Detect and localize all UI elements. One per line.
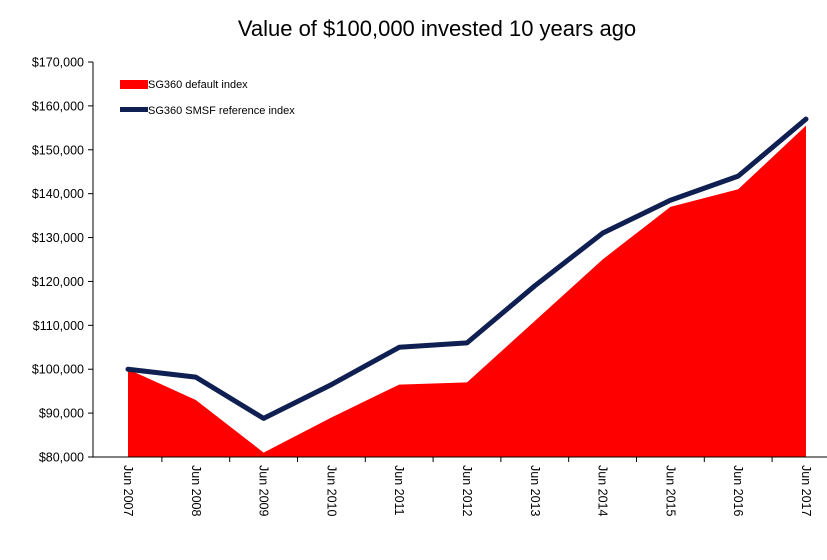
x-tick-label: Jun 2009 xyxy=(257,465,271,516)
legend-swatch-smsf-index xyxy=(120,107,148,112)
x-tick-label: Jun 2014 xyxy=(596,465,610,516)
y-tick-label: $100,000 xyxy=(32,363,84,377)
y-tick-label: $140,000 xyxy=(32,187,84,201)
axis-layer: $80,000 $90,000 $100,000 $110,000 $120,000 $1… xyxy=(32,56,827,516)
y-tick-label: $160,000 xyxy=(32,99,84,113)
y-tick-label: $130,000 xyxy=(32,231,84,245)
legend-swatch-default-index xyxy=(120,80,148,89)
area-layer xyxy=(128,125,806,457)
series-area-default-index xyxy=(128,125,806,457)
y-tick-label: $80,000 xyxy=(39,451,84,465)
legend-label-smsf-index: SG360 SMSF reference index xyxy=(148,105,295,117)
series-line-smsf-index xyxy=(125,116,809,421)
legend-label-default-index: SG360 default index xyxy=(148,79,248,91)
x-tick-label: Jun 2012 xyxy=(460,465,474,516)
x-tick-label: Jun 2008 xyxy=(189,465,203,516)
y-tick-label: $120,000 xyxy=(32,275,84,289)
x-tick-label: Jun 2017 xyxy=(799,465,813,516)
x-tick-label: Jun 2015 xyxy=(663,465,677,516)
legend: SG360 default index SG360 SMSF reference… xyxy=(120,79,295,117)
x-tick-label: Jun 2016 xyxy=(731,465,745,516)
y-tick-label: $90,000 xyxy=(39,407,84,421)
x-tick-label: Jun 2013 xyxy=(528,465,542,516)
y-tick-label: $170,000 xyxy=(32,56,84,70)
y-tick-label: $110,000 xyxy=(33,319,84,333)
x-tick-label: Jun 2007 xyxy=(121,465,135,516)
x-tick-label: Jun 2011 xyxy=(392,465,406,516)
y-tick-label: $150,000 xyxy=(32,143,84,157)
x-tick-label: Jun 2010 xyxy=(324,465,338,516)
line-layer xyxy=(125,116,809,421)
chart-title: Value of $100,000 invested 10 years ago xyxy=(238,16,636,41)
